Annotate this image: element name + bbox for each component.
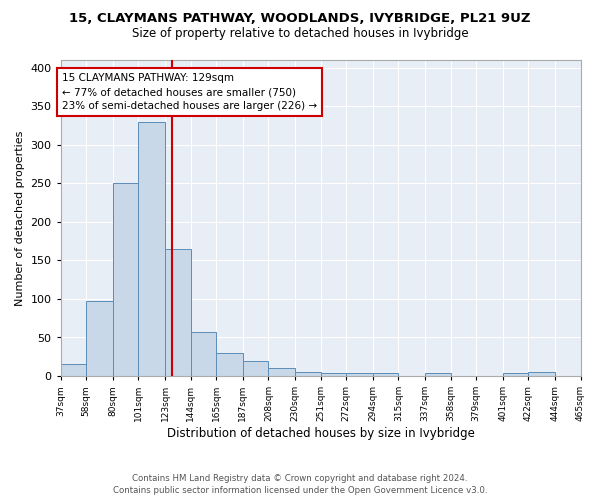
Bar <box>425 373 451 376</box>
Bar <box>295 372 320 376</box>
Bar <box>191 332 216 376</box>
Bar <box>581 374 600 376</box>
Bar <box>528 372 555 376</box>
Bar <box>243 362 268 376</box>
X-axis label: Distribution of detached houses by size in Ivybridge: Distribution of detached houses by size … <box>167 427 475 440</box>
Bar <box>165 249 191 376</box>
Bar <box>61 364 86 376</box>
Text: 15, CLAYMANS PATHWAY, WOODLANDS, IVYBRIDGE, PL21 9UZ: 15, CLAYMANS PATHWAY, WOODLANDS, IVYBRID… <box>69 12 531 26</box>
Bar <box>320 373 346 376</box>
Text: Contains HM Land Registry data © Crown copyright and database right 2024.
Contai: Contains HM Land Registry data © Crown c… <box>113 474 487 495</box>
Text: 15 CLAYMANS PATHWAY: 129sqm
← 77% of detached houses are smaller (750)
23% of se: 15 CLAYMANS PATHWAY: 129sqm ← 77% of det… <box>62 73 317 111</box>
Bar <box>216 353 243 376</box>
Text: Size of property relative to detached houses in Ivybridge: Size of property relative to detached ho… <box>131 28 469 40</box>
Bar <box>139 122 165 376</box>
Bar <box>503 373 528 376</box>
Y-axis label: Number of detached properties: Number of detached properties <box>15 130 25 306</box>
Bar <box>346 373 373 376</box>
Bar <box>86 302 113 376</box>
Bar <box>113 182 139 376</box>
Bar <box>373 373 398 376</box>
Bar <box>268 368 295 376</box>
